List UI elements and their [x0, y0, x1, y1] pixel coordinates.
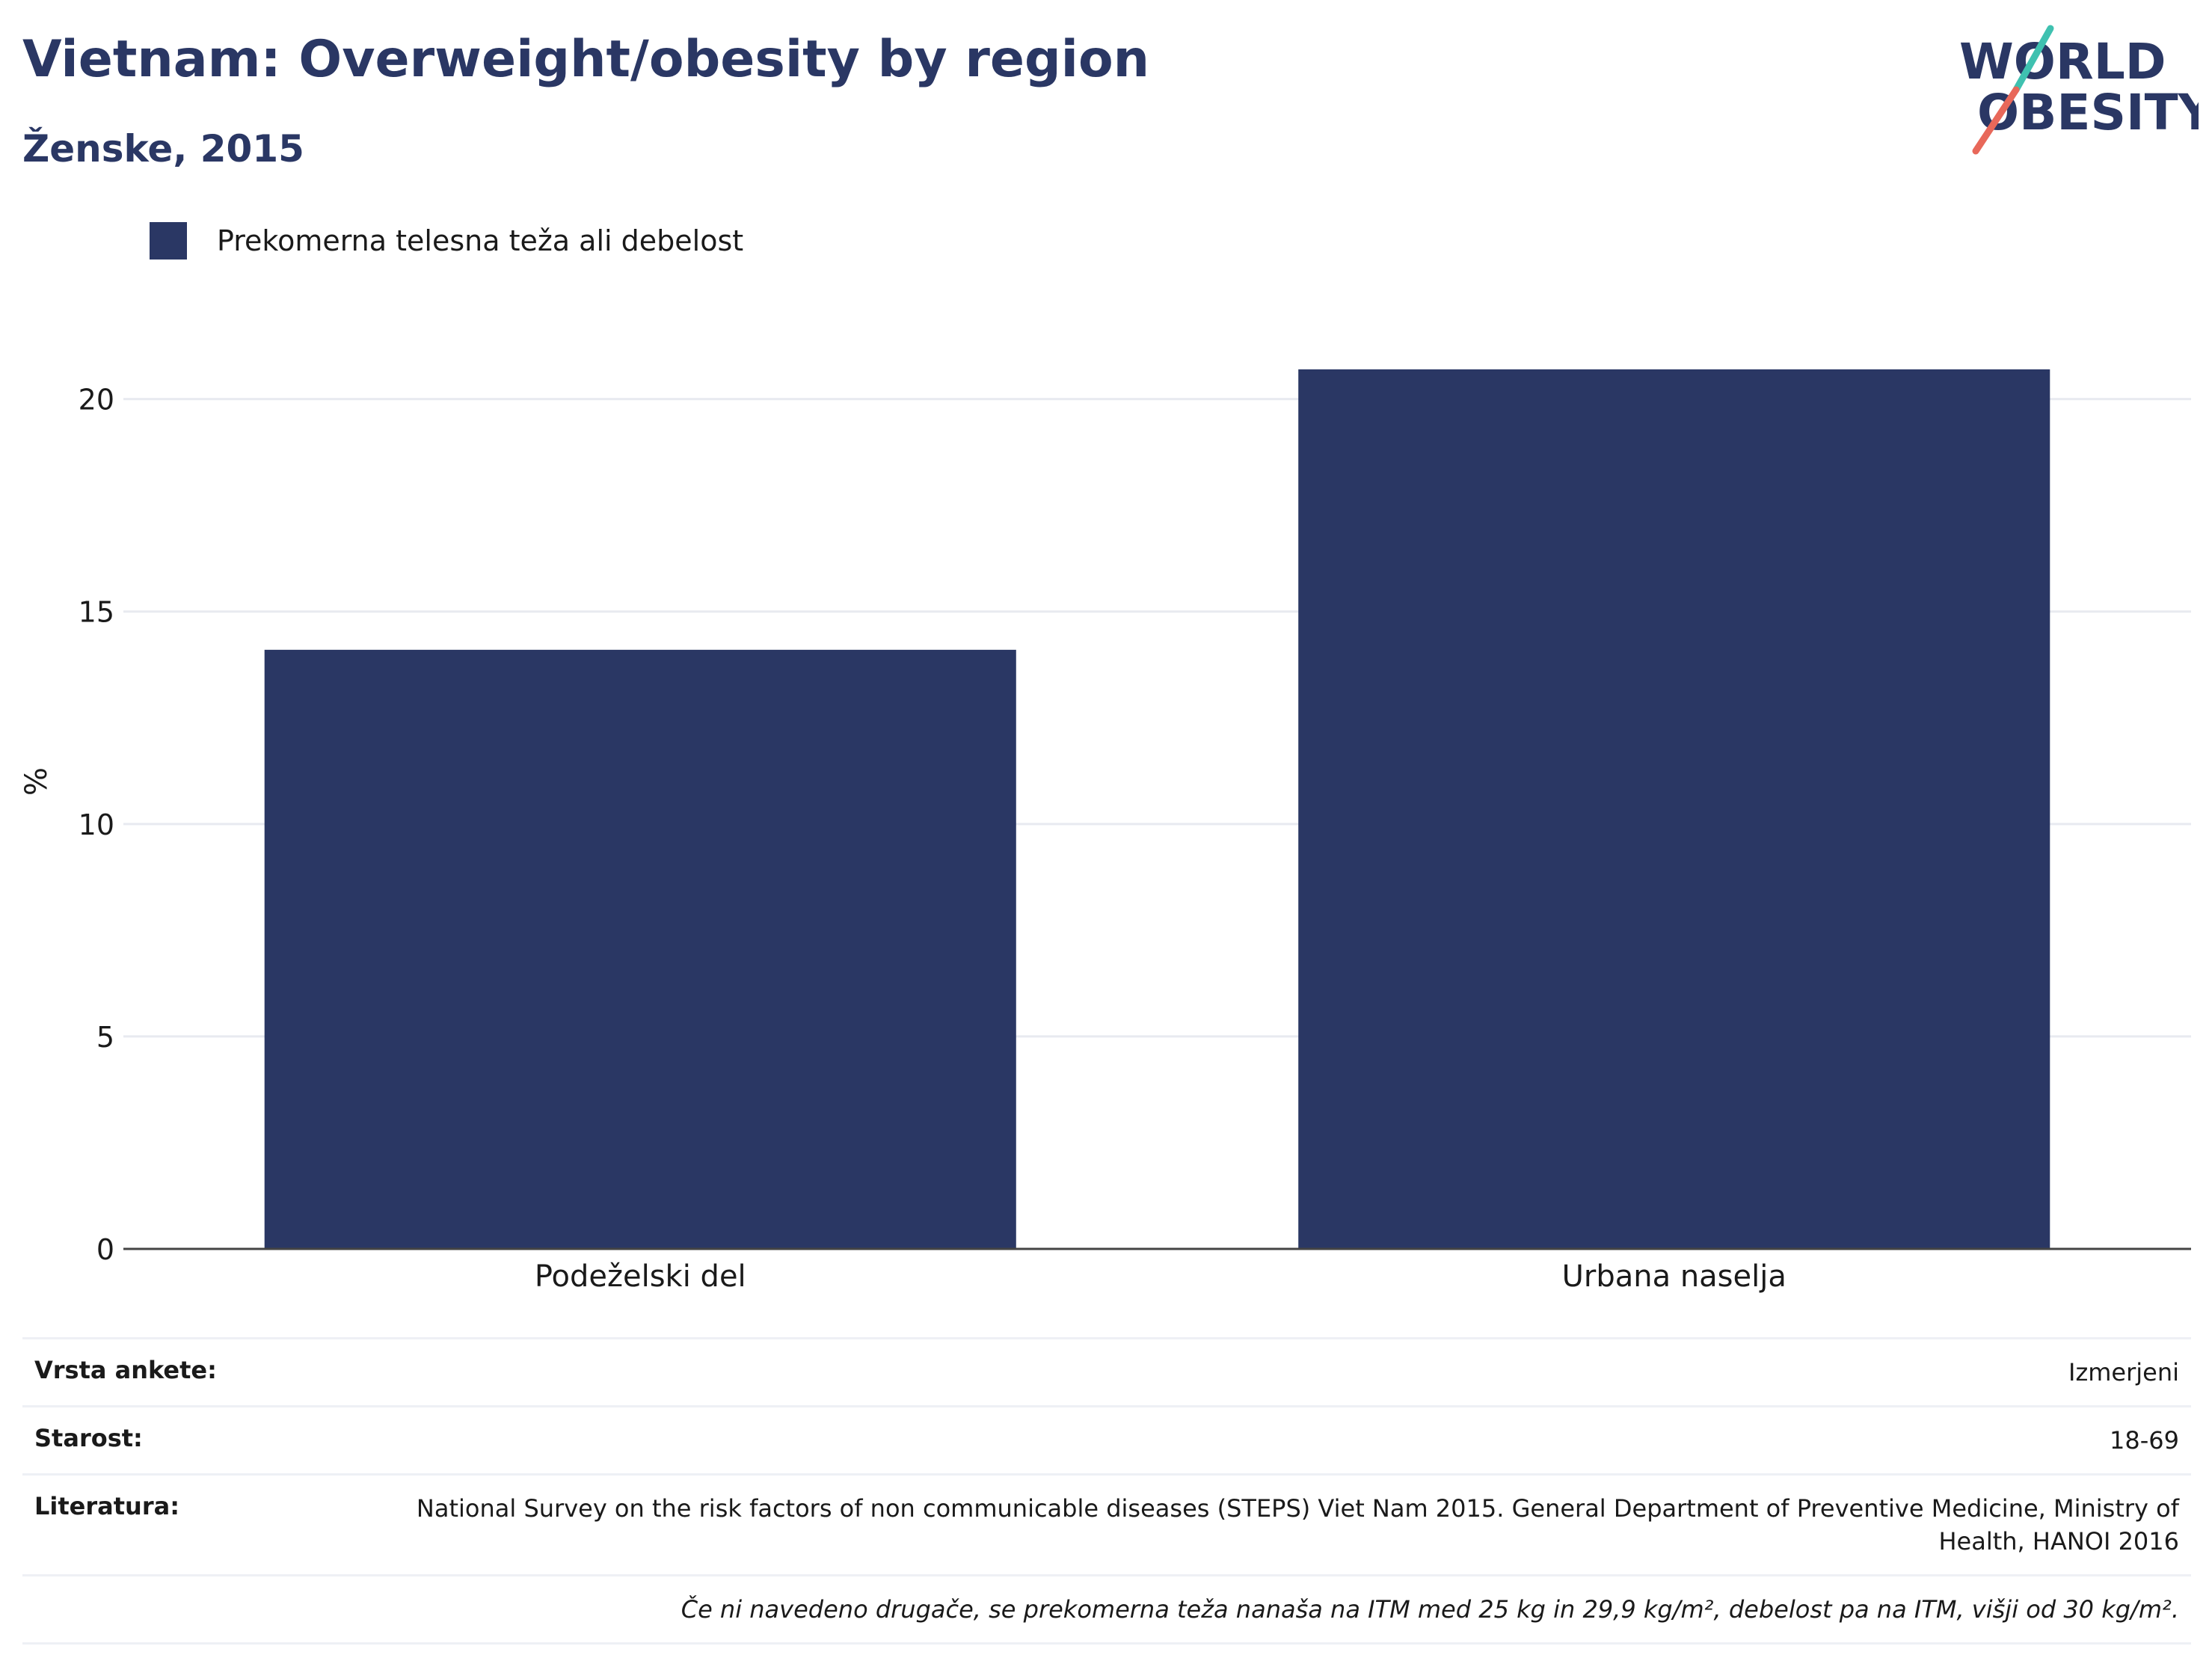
info-label: Starost: — [34, 1424, 143, 1452]
info-value: Izmerjeni — [2068, 1358, 2179, 1387]
definition-note: Če ni navedeno drugače, se prekomerna te… — [681, 1595, 2179, 1624]
bar — [264, 649, 1016, 1249]
info-row-reference: Literatura: National Survey on the risk … — [22, 1473, 2191, 1574]
info-row-note: Če ni navedeno drugače, se prekomerna te… — [22, 1574, 2191, 1645]
y-tick-label: 5 — [96, 1021, 114, 1054]
y-tick-label: 20 — [79, 384, 114, 417]
logo-word-world: WORLD — [1959, 33, 2166, 90]
chart-title: Vietnam: Overweight/obesity by region — [22, 30, 1150, 89]
y-tick-label: 0 — [96, 1233, 114, 1266]
info-row-survey-type: Vrsta ankete: Izmerjeni — [22, 1337, 2191, 1405]
x-tick-label: Podeželski del — [535, 1259, 746, 1294]
legend-swatch — [150, 222, 187, 260]
chart-subtitle: Ženske, 2015 — [22, 127, 304, 171]
info-value: 18-69 — [2110, 1426, 2179, 1455]
info-value: National Survey on the risk factors of n… — [416, 1494, 2179, 1556]
world-obesity-logo: WORLD OBESITY — [1959, 25, 2199, 155]
x-tick-label: Urbana naselja — [1562, 1259, 1787, 1294]
survey-info-table: Vrsta ankete: Izmerjeni Starost: 18-69 L… — [22, 1337, 2191, 1645]
info-label: Vrsta ankete: — [34, 1356, 217, 1384]
legend-label: Prekomerna telesna teža ali debelost — [217, 224, 744, 257]
bar-chart: 0 5 10 15 20% Podeželski del Urbana naselja — [19, 369, 2191, 1294]
y-tick-label: 15 — [79, 596, 114, 629]
y-tick-label: 10 — [79, 808, 114, 841]
y-axis-title: % — [19, 767, 54, 796]
info-label: Literatura: — [34, 1492, 179, 1520]
chart-legend: Prekomerna telesna teža ali debelost — [150, 221, 743, 260]
bar — [1298, 369, 2050, 1249]
info-row-age: Starost: 18-69 — [22, 1405, 2191, 1473]
